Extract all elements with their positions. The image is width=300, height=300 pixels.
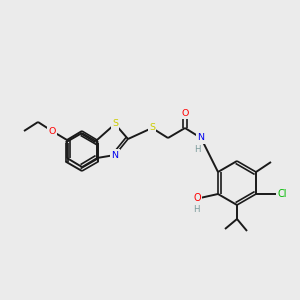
Text: S: S	[149, 124, 155, 133]
Text: H: H	[193, 205, 199, 214]
Text: H: H	[194, 146, 200, 154]
Text: O: O	[181, 109, 189, 118]
Text: N: N	[112, 151, 118, 160]
Text: N: N	[197, 134, 205, 142]
Text: O: O	[193, 193, 201, 203]
Text: Cl: Cl	[277, 189, 287, 199]
Text: S: S	[112, 119, 118, 128]
Text: O: O	[48, 127, 56, 136]
